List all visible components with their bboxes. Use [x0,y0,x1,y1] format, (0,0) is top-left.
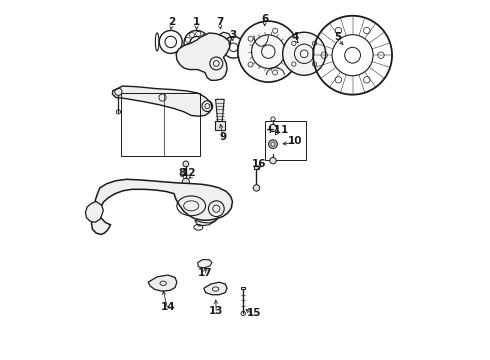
Circle shape [253,185,260,191]
Circle shape [270,157,276,164]
Text: 6: 6 [261,14,269,24]
Text: 3: 3 [229,30,236,40]
Circle shape [270,125,276,132]
Text: +11: +11 [266,125,289,135]
Polygon shape [195,218,218,226]
Polygon shape [92,179,232,234]
Circle shape [183,161,189,167]
Polygon shape [241,287,245,289]
Text: 5: 5 [335,32,342,41]
Text: 10: 10 [288,136,302,145]
Text: 4: 4 [292,32,299,41]
Polygon shape [254,166,259,169]
Circle shape [283,32,326,75]
Polygon shape [204,282,227,295]
Polygon shape [112,86,212,116]
Text: 13: 13 [209,306,223,316]
Bar [265,121,306,160]
Polygon shape [176,33,230,80]
Polygon shape [197,260,212,268]
Text: 2: 2 [168,17,175,27]
Circle shape [182,178,190,185]
Polygon shape [85,202,103,222]
Polygon shape [215,121,225,130]
Polygon shape [148,275,177,291]
Text: 17: 17 [198,268,213,278]
Text: 1: 1 [193,17,200,27]
Circle shape [269,140,277,148]
Circle shape [238,21,299,82]
Text: 16: 16 [252,159,267,169]
Text: 15: 15 [247,308,261,318]
Text: 7: 7 [216,17,223,27]
Text: 8: 8 [179,168,186,178]
Polygon shape [213,32,231,53]
Text: 9: 9 [220,132,227,142]
Bar [122,93,200,156]
Polygon shape [216,99,224,123]
Text: 12: 12 [182,168,196,178]
Text: 14: 14 [161,302,175,312]
